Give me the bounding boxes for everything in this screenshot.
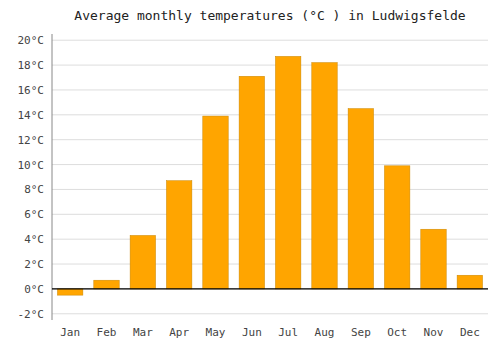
grid-line: [52, 313, 488, 314]
y-tick-label: 2°C: [24, 258, 44, 271]
bar: [130, 235, 155, 288]
x-tick-label: Jun: [242, 326, 262, 339]
grid-line: [52, 40, 488, 41]
grid-line: [52, 189, 488, 190]
y-tick-label: 12°C: [18, 134, 45, 147]
y-tick-label: 0°C: [24, 283, 44, 296]
x-tick-label: Dec: [460, 326, 480, 339]
x-tick-label: Mar: [133, 326, 153, 339]
x-tick-label: Nov: [424, 326, 444, 339]
y-tick-label: 18°C: [18, 59, 45, 72]
bar: [239, 76, 264, 289]
chart: Average monthly temperatures (°C ) in Lu…: [0, 0, 500, 350]
bar: [348, 109, 373, 289]
y-tick-label: 14°C: [18, 109, 45, 122]
grid-line: [52, 139, 488, 140]
x-tick-label: Jul: [278, 326, 298, 339]
x-tick-label: Sep: [351, 326, 371, 339]
baseline: [52, 288, 488, 289]
bar: [275, 56, 300, 289]
y-tick-label: 20°C: [18, 34, 45, 47]
bar: [384, 166, 409, 289]
x-tick-label: Apr: [169, 326, 189, 339]
bar: [203, 116, 228, 289]
grid-line: [52, 89, 488, 90]
y-tick-label: 8°C: [24, 183, 44, 196]
y-tick-label: 6°C: [24, 208, 44, 221]
y-tick-label: 16°C: [18, 84, 45, 97]
y-tick-label: 10°C: [18, 159, 45, 172]
title: Average monthly temperatures (°C ) in Lu…: [74, 8, 466, 23]
grid-line: [52, 114, 488, 115]
y-axis-line: [52, 34, 53, 320]
grid-line: [52, 164, 488, 165]
x-axis: Jan Feb Mar Apr May Jun Jul Aug Sep Oct Nov Dec: [60, 326, 480, 339]
grid: [52, 40, 488, 314]
x-tick-label: May: [206, 326, 226, 339]
bar: [94, 280, 119, 289]
grid-line: [52, 288, 488, 289]
bar: [57, 289, 82, 295]
x-tick-label: Jan: [60, 326, 80, 339]
grid-line: [52, 214, 488, 215]
x-tick-label: Oct: [387, 326, 407, 339]
bar: [457, 275, 482, 289]
bars: [57, 56, 482, 295]
x-tick-label: Aug: [315, 326, 335, 339]
y-tick-label: -2°C: [18, 308, 45, 321]
bar: [312, 63, 337, 289]
y-tick-label: 4°C: [24, 233, 44, 246]
grid-line: [52, 65, 488, 66]
bar: [421, 229, 446, 289]
y-axis: -2°C 0°C 2°C 4°C 6°C 8°C 10°C 12°C 14°C 16°C 18°C 2…: [18, 34, 45, 321]
x-tick-label: Feb: [97, 326, 117, 339]
bar: [166, 181, 191, 289]
